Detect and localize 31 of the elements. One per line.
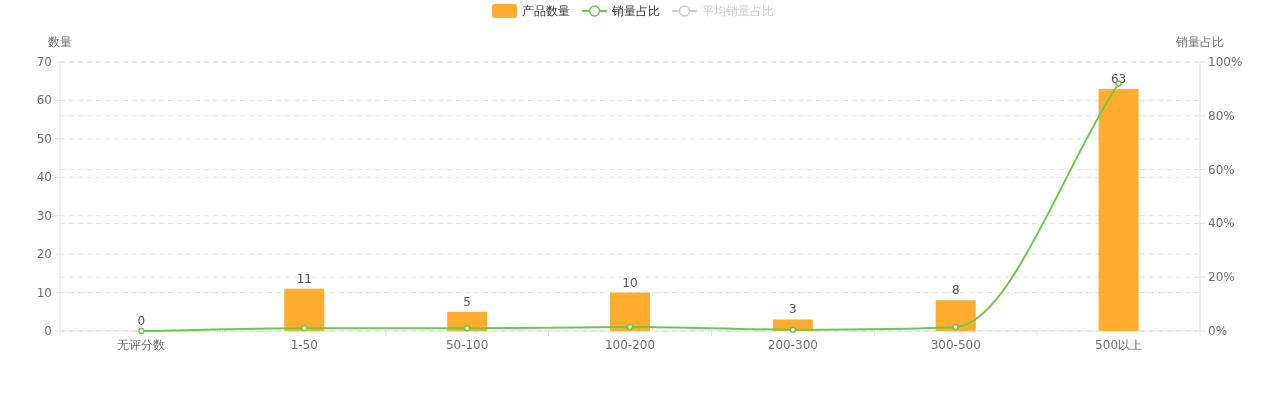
y-tick-label: 10 (36, 285, 52, 300)
y-tick-label: 50 (36, 131, 52, 146)
data-label: 10 (622, 275, 638, 290)
y-tick-label: 30 (36, 208, 52, 223)
y-axis-title: 数量 (48, 35, 72, 49)
data-label: 5 (463, 294, 471, 309)
y-tick-label: 0 (44, 324, 52, 338)
y2-tick-label: 0% (1208, 324, 1228, 338)
y2-tick-label: 40% (1208, 216, 1235, 231)
y2-tick-label: 100% (1208, 55, 1243, 69)
legend-label: 产品数量 (522, 4, 570, 18)
legend-label: 销量占比 (611, 4, 660, 18)
x-tick-label: 500以上 (1095, 338, 1143, 352)
y-tick-label: 40 (36, 170, 52, 185)
x-tick-label: 无评分数 (117, 338, 166, 352)
data-label: 3 (789, 302, 797, 317)
data-label: 0 (137, 314, 146, 328)
y-tick-label: 20 (36, 247, 52, 262)
y2-tick-label: 20% (1208, 270, 1235, 285)
x-tick-label: 1-50 (290, 338, 318, 352)
x-tick-label: 50-100 (445, 338, 489, 352)
x-tick-label: 300-500 (930, 338, 981, 352)
y2-axis-title: 销量占比 (1175, 35, 1224, 49)
x-tick-label: 200-300 (767, 338, 818, 352)
data-label: 8 (951, 283, 960, 298)
y-tick-label: 70 (36, 55, 52, 69)
y2-tick-label: 60% (1208, 162, 1235, 177)
y2-tick-label: 80% (1208, 108, 1235, 123)
data-label: 11 (296, 271, 312, 286)
y-tick-label: 60 (36, 93, 52, 108)
x-tick-label: 100-200 (604, 338, 656, 352)
